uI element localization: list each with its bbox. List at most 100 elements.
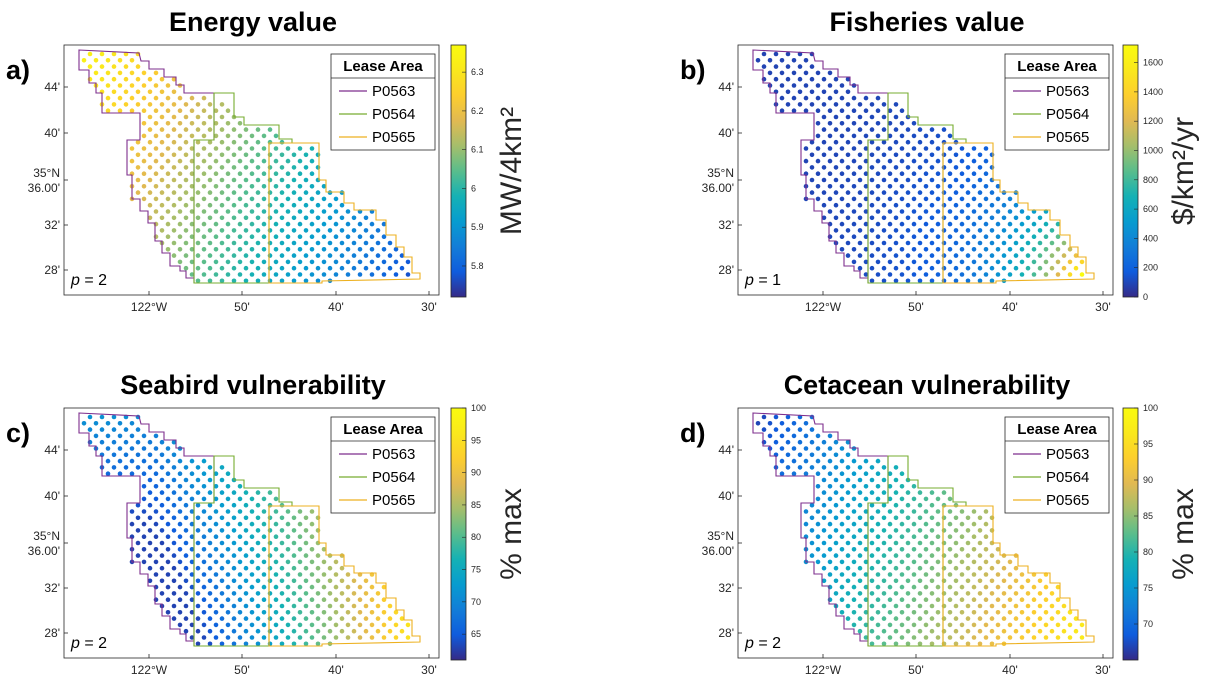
- y-tick-label: 32': [718, 218, 734, 232]
- data-point: [893, 502, 899, 508]
- data-point: [309, 247, 315, 252]
- data-point: [815, 95, 821, 101]
- data-point: [827, 121, 833, 126]
- data-point: [1043, 622, 1049, 628]
- data-point: [959, 171, 965, 176]
- p-annotation: p = 2: [70, 272, 107, 289]
- data-point: [201, 597, 207, 602]
- data-point: [249, 521, 255, 527]
- data-point: [195, 215, 201, 221]
- data-point: [213, 247, 219, 252]
- data-point: [255, 127, 261, 132]
- data-point: [935, 234, 941, 239]
- data-point: [273, 272, 279, 277]
- data-point: [387, 628, 393, 634]
- data-point: [845, 127, 851, 132]
- data-point: [857, 515, 863, 521]
- y-tick-line: 44': [44, 443, 60, 457]
- data-point: [267, 265, 273, 271]
- data-point: [761, 414, 767, 420]
- data-point: [213, 572, 219, 577]
- data-point: [141, 196, 147, 202]
- data-point: [863, 146, 869, 151]
- data-point: [869, 540, 875, 546]
- data-point: [839, 209, 845, 214]
- p-symbol: p: [70, 272, 80, 289]
- data-point: [821, 76, 827, 82]
- data-point: [863, 521, 869, 527]
- data-point: [261, 171, 267, 176]
- data-point: [941, 278, 947, 284]
- data-point: [141, 83, 147, 88]
- data-point: [261, 234, 267, 239]
- data-point: [165, 83, 171, 88]
- data-point: [147, 502, 153, 508]
- data-point: [959, 610, 965, 615]
- data-point: [393, 259, 399, 265]
- data-point: [153, 95, 159, 101]
- legend-title: Lease Area: [343, 421, 423, 438]
- x-tick-label: 50': [234, 663, 250, 677]
- data-point: [153, 547, 159, 552]
- data-point: [285, 622, 291, 628]
- data-point: [141, 446, 147, 451]
- data-point: [303, 165, 309, 170]
- colorbar-tick-label: 800: [1143, 175, 1158, 185]
- data-point: [267, 565, 273, 571]
- data-point: [893, 265, 899, 271]
- data-point: [983, 584, 989, 590]
- data-point: [321, 597, 327, 602]
- data-point: [851, 597, 857, 602]
- data-point: [1037, 253, 1043, 258]
- data-point: [207, 253, 213, 258]
- data-point: [941, 139, 947, 145]
- data-point: [159, 528, 165, 533]
- data-point: [953, 578, 959, 584]
- data-point: [863, 635, 869, 640]
- data-point: [177, 171, 183, 176]
- data-point: [339, 565, 345, 571]
- data-point: [243, 177, 249, 183]
- data-point: [935, 534, 941, 539]
- data-point: [273, 622, 279, 628]
- data-point: [761, 439, 767, 445]
- data-point: [279, 565, 285, 571]
- data-point: [363, 253, 369, 258]
- data-point: [869, 477, 875, 483]
- data-point: [905, 215, 911, 221]
- data-point: [977, 553, 983, 558]
- data-point: [279, 502, 285, 508]
- data-point: [809, 139, 815, 145]
- data-point: [857, 565, 863, 571]
- data-point: [237, 622, 243, 628]
- data-point: [923, 597, 929, 602]
- data-point: [225, 108, 231, 113]
- data-point: [201, 171, 207, 176]
- data-point: [971, 146, 977, 151]
- data-point: [183, 202, 189, 208]
- data-point: [105, 70, 111, 76]
- data-point: [231, 578, 237, 584]
- data-point: [971, 635, 977, 640]
- data-point: [929, 253, 935, 258]
- data-point: [1007, 221, 1013, 227]
- data-point: [237, 234, 243, 239]
- data-point: [291, 616, 297, 621]
- data-point: [863, 221, 869, 227]
- data-point: [159, 565, 165, 571]
- data-point: [249, 234, 255, 239]
- data-point: [935, 272, 941, 277]
- data-point: [123, 64, 129, 69]
- data-point: [923, 259, 929, 265]
- data-point: [261, 158, 267, 164]
- data-point: [273, 584, 279, 590]
- data-point: [827, 521, 833, 527]
- data-point: [1031, 272, 1037, 277]
- data-point: [297, 521, 303, 527]
- data-point: [351, 253, 357, 258]
- data-point: [309, 234, 315, 239]
- data-point: [1007, 635, 1013, 640]
- map-panel-2: 44'40'35°N 36.00'32'28'122°W 50' 40' 30'p = …: [702, 44, 1114, 314]
- data-point: [123, 427, 129, 432]
